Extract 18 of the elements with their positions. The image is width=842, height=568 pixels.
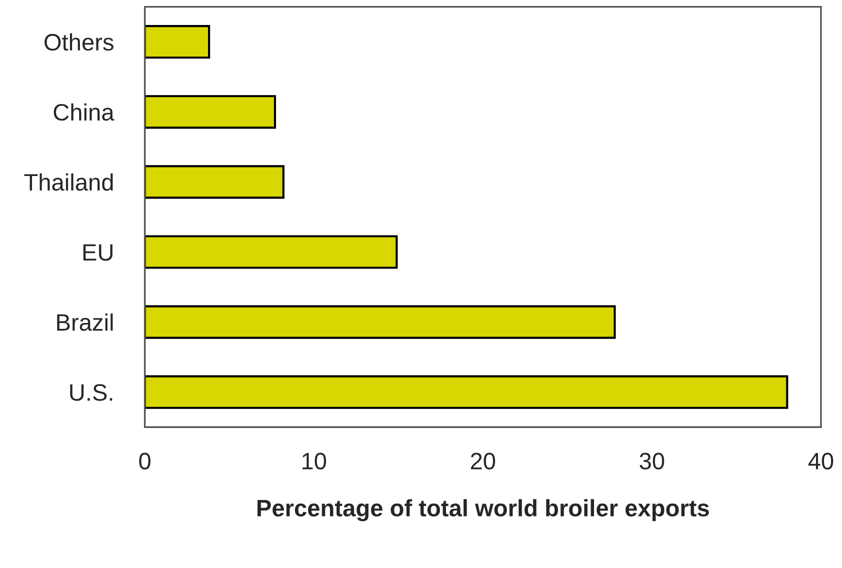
x-tick-label: 0 xyxy=(139,452,150,470)
x-tick-label: 40 xyxy=(808,452,834,470)
y-tick-label: China xyxy=(54,103,114,121)
bar xyxy=(144,305,616,339)
x-tick-label: 10 xyxy=(302,452,326,470)
y-tick-label: Thailand xyxy=(24,173,113,191)
y-tick-label: Others xyxy=(44,33,114,51)
bar xyxy=(144,95,276,129)
bar xyxy=(144,375,788,409)
x-tick-label: 20 xyxy=(470,452,496,470)
x-tick-label: 30 xyxy=(640,452,664,470)
bar xyxy=(144,25,210,59)
y-tick-label: U.S. xyxy=(70,384,112,401)
y-tick-label: Brazil xyxy=(57,314,113,331)
bar xyxy=(144,235,398,269)
y-tick-label: EU xyxy=(83,244,112,261)
x-axis-title: Percentage of total world broiler exports xyxy=(258,499,709,522)
bar xyxy=(144,165,284,199)
